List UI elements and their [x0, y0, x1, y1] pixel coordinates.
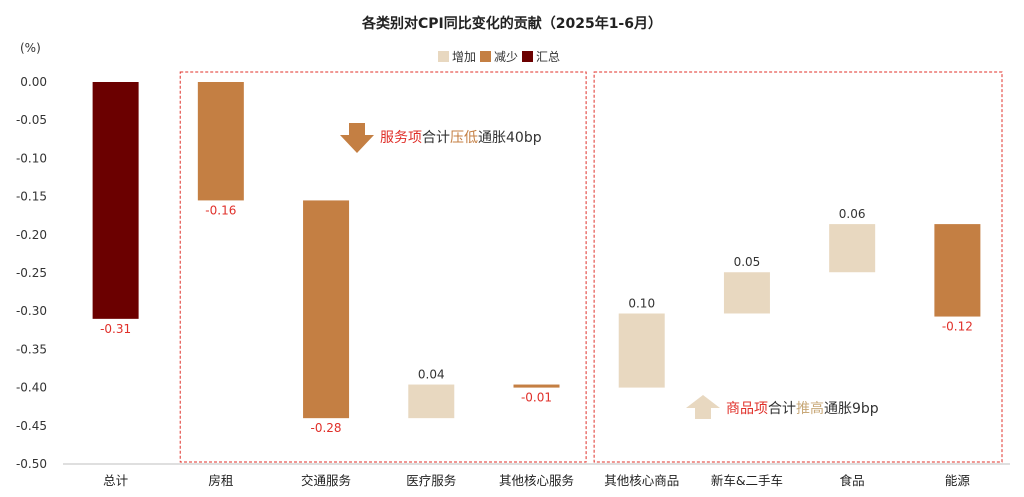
services-annotation: 服务项合计压低通胀40bp: [380, 130, 542, 146]
category-label: 能源: [945, 473, 971, 488]
y-tick-label: -0.25: [16, 266, 47, 280]
category-label: 食品: [840, 473, 865, 488]
category-label: 医疗服务: [406, 473, 456, 488]
arrow-down-icon: [340, 123, 374, 153]
y-tick-label: -0.20: [16, 228, 47, 242]
bar-increase: [618, 313, 665, 388]
bar-decrease: [303, 200, 350, 419]
annotation-part: 商品项: [726, 401, 768, 417]
category-label: 其他核心服务: [499, 473, 574, 488]
legend-swatch: [522, 51, 533, 62]
bar-decrease: [934, 224, 981, 317]
services-group-box: [179, 71, 587, 463]
y-tick-label: -0.35: [16, 342, 47, 356]
goods-group-box: [593, 71, 1003, 463]
goods-annotation: 商品项合计推高通胀9bp: [726, 400, 879, 417]
annotation-part: 合计: [422, 130, 450, 146]
bar-increase: [408, 384, 455, 419]
annotation-part: 合计: [768, 401, 796, 417]
category-label: 其他核心商品: [604, 473, 679, 488]
category-label: 总计: [103, 473, 128, 488]
legend-label: 减少: [494, 50, 518, 64]
data-label: 0.04: [418, 368, 445, 382]
annotation-part: 压低: [450, 130, 478, 146]
data-label: -0.01: [521, 391, 552, 405]
arrow-up-icon: [686, 395, 720, 419]
bar-increase: [829, 224, 876, 273]
legend-swatch: [480, 51, 491, 62]
group-boxes: [179, 71, 1003, 463]
data-label: 0.10: [628, 296, 655, 310]
legend: 增加 减少 汇总: [438, 50, 560, 64]
y-tick-label: -0.05: [16, 113, 47, 127]
bar-increase: [723, 272, 770, 314]
data-label: -0.31: [100, 322, 131, 336]
y-axis: 0.00 -0.05 -0.10 -0.15 -0.20 -0.25 -0.30 -0.35 -…: [16, 75, 1010, 471]
annotation-part: 通胀9bp: [824, 401, 879, 417]
data-label: -0.12: [942, 320, 973, 334]
y-tick-label: -0.30: [16, 304, 47, 318]
bar-decrease: [513, 384, 560, 388]
bar-total: [92, 82, 139, 319]
data-label: -0.16: [205, 203, 236, 217]
legend-label: 增加: [452, 50, 476, 64]
y-tick-label: -0.50: [16, 457, 47, 471]
annotation-part: 推高: [796, 400, 824, 417]
data-label: 0.05: [734, 255, 761, 269]
y-tick-label: -0.15: [16, 190, 47, 204]
annotation-part: 服务项: [380, 130, 422, 146]
annotation-part: 通胀40bp: [478, 130, 542, 146]
data-label: 0.06: [839, 207, 866, 221]
y-tick-label: 0.00: [20, 75, 47, 89]
legend-label: 汇总: [536, 50, 560, 64]
bars: -0.31 总计 -0.16 房租 -0.28 交通服务 0.04 医疗服务 -0.01 其他核心…: [92, 82, 981, 488]
bar-decrease: [197, 82, 244, 201]
category-label: 交通服务: [301, 473, 351, 488]
y-tick-label: -0.45: [16, 419, 47, 433]
chart-title: 各类别对CPI同比变化的贡献（2025年1-6月）: [361, 15, 662, 32]
category-label: 房租: [208, 473, 233, 488]
y-axis-unit: (%): [20, 41, 41, 55]
category-label: 新车&二手车: [711, 473, 783, 488]
legend-swatch: [438, 51, 449, 62]
data-label: -0.28: [311, 421, 342, 435]
y-tick-label: -0.40: [16, 381, 47, 395]
y-tick-label: -0.10: [16, 151, 47, 165]
